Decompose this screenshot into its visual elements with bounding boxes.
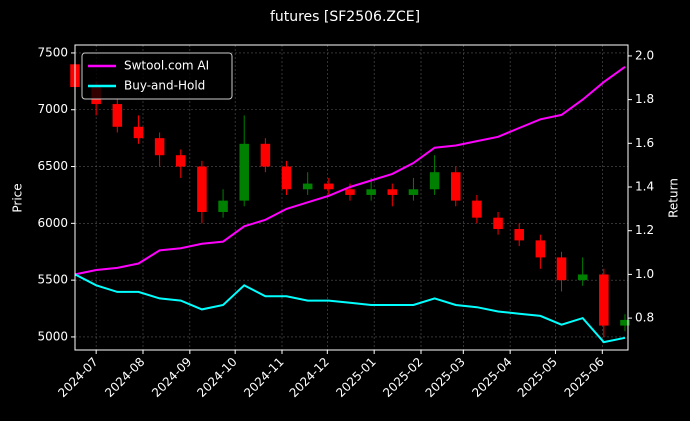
candle-body	[387, 189, 398, 195]
y-tick-label: 6000	[37, 216, 68, 230]
y-tick-label: 7000	[37, 102, 68, 116]
return-line	[74, 65, 626, 276]
chart-title: futures [SF2506.ZCE]	[270, 9, 420, 25]
x-tick-label: 2025-05	[515, 355, 560, 400]
candle-body	[345, 189, 355, 195]
x-tick-label: 2024-12	[287, 355, 332, 400]
legend-label: Buy-and-Hold	[124, 79, 205, 93]
candle-body	[302, 183, 313, 190]
x-tick-label: 2025-02	[380, 355, 425, 400]
candle-body	[535, 240, 546, 258]
candle-body	[556, 257, 567, 281]
candle-body	[260, 143, 271, 167]
candle-body	[176, 155, 186, 167]
candle-body	[620, 319, 630, 326]
y2-tick-label: 1.6	[635, 136, 654, 150]
return-line	[74, 273, 626, 344]
x-tick-label: 2024-08	[102, 355, 147, 400]
candle-body	[281, 166, 292, 190]
y2-tick-label: 1.2	[635, 223, 654, 237]
candle-body	[218, 200, 228, 212]
candle-body	[133, 126, 144, 139]
x-tick-label: 2024-11	[241, 355, 286, 400]
y2-tick-label: 0.8	[635, 311, 654, 325]
legend-box	[81, 52, 233, 100]
candle-body	[577, 274, 588, 281]
candle-body	[599, 274, 609, 326]
y-tick-label: 5000	[37, 329, 68, 343]
x-tick-label: 2025-06	[562, 355, 607, 400]
candle-body	[493, 217, 503, 230]
y-axis-label: Price	[11, 183, 25, 212]
candle-body	[472, 200, 482, 218]
y-tick-label: 6500	[37, 159, 68, 173]
y-tick-label: 7500	[37, 45, 68, 59]
x-tick-label: 2025-01	[333, 355, 378, 400]
y2-tick-label: 2.0	[635, 48, 654, 62]
candle-body	[408, 189, 419, 195]
legend: Swtool.com AI Buy-and-Hold	[81, 52, 233, 100]
candle-body	[366, 189, 376, 195]
x-tick-label: 2025-03	[423, 355, 468, 400]
x-tick-label: 2025-04	[469, 355, 514, 400]
x-tick-label: 2024-07	[55, 355, 100, 400]
legend-label: Swtool.com AI	[124, 59, 209, 73]
candle-body	[514, 229, 524, 241]
y2-axis-label: Return	[667, 178, 681, 218]
candle-body	[112, 104, 123, 127]
y-tick-label: 5500	[37, 273, 68, 287]
candle-body	[429, 172, 440, 190]
y2-tick-label: 1.0	[635, 267, 654, 281]
x-tick-label: 2024-10	[194, 355, 239, 400]
candle-body	[239, 143, 249, 201]
candle-body	[450, 172, 461, 201]
x-tick-label: 2024-09	[149, 355, 194, 400]
y2-tick-label: 1.8	[635, 92, 654, 106]
candle-body	[154, 138, 165, 156]
candle-body	[324, 183, 334, 190]
candle-body	[197, 166, 207, 212]
y2-tick-label: 1.4	[635, 180, 654, 194]
plot-frame	[74, 44, 629, 351]
